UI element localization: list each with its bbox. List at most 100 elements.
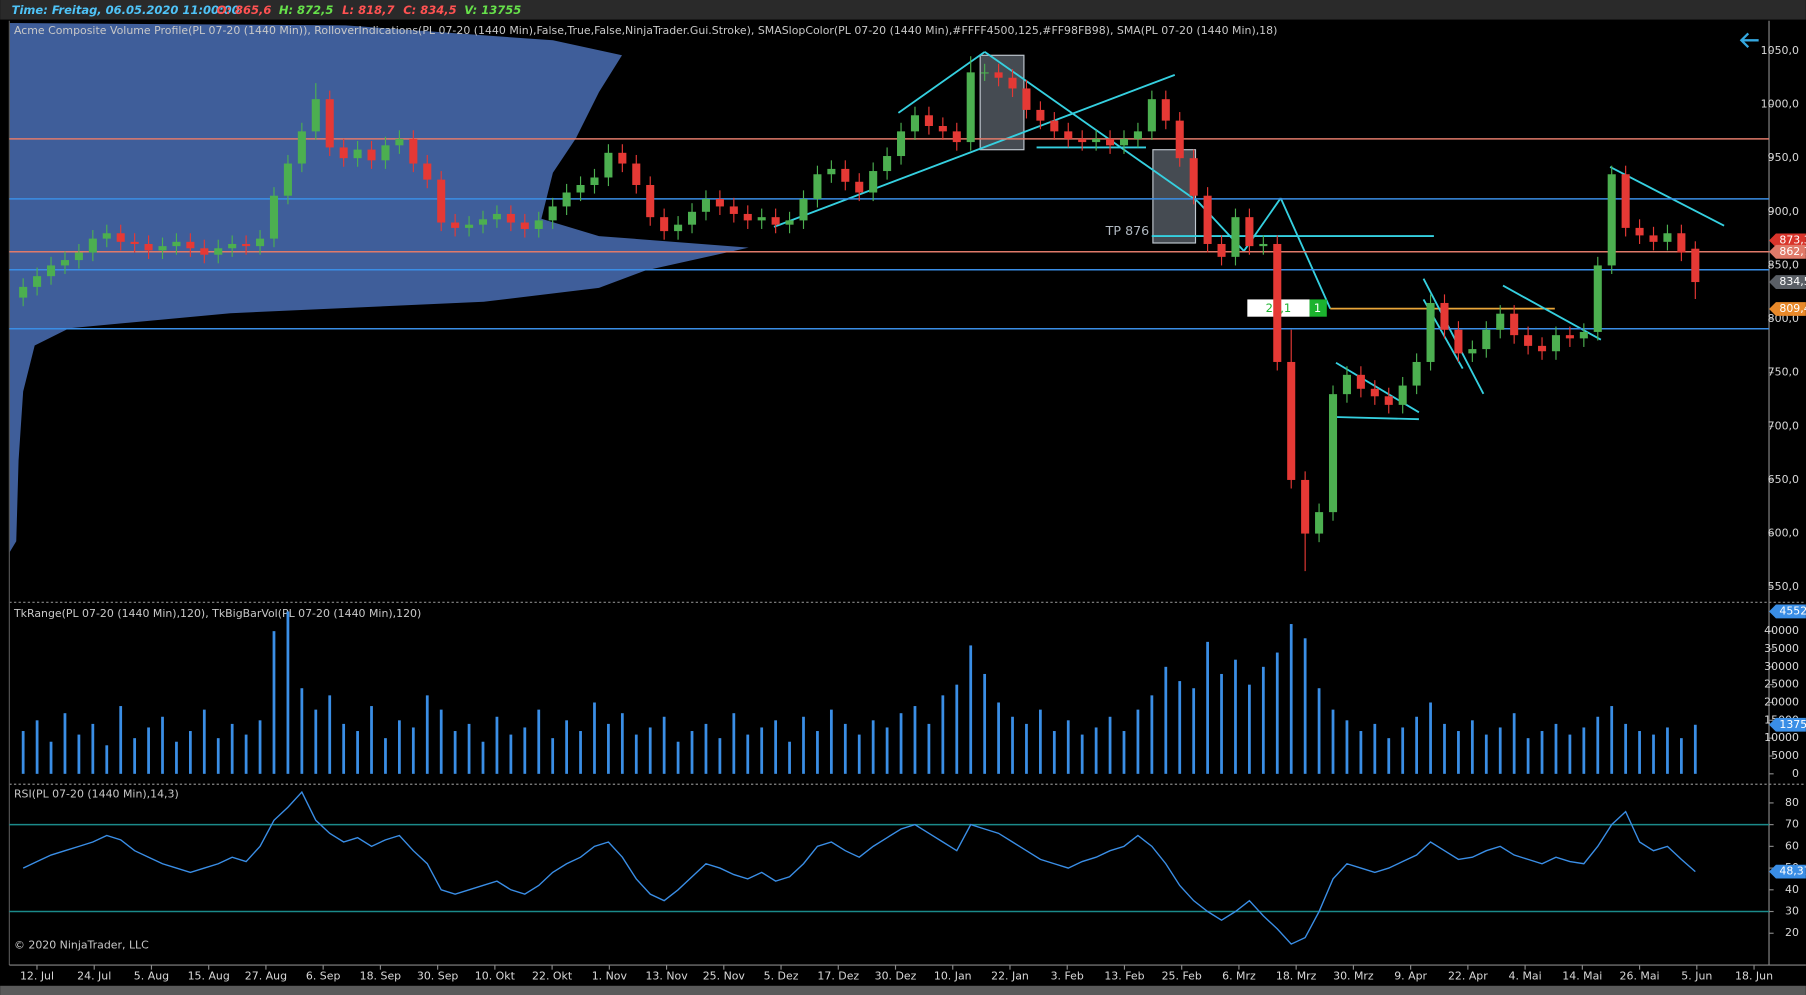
candle-body	[1510, 313, 1519, 336]
volume-bar	[175, 741, 178, 774]
x-tick-label: 30. Mrz	[1333, 970, 1374, 983]
volume-bar	[119, 706, 123, 774]
candle-body	[1635, 227, 1644, 236]
candle-body	[799, 198, 808, 221]
volume-bar	[202, 709, 206, 774]
volume-bar	[425, 695, 429, 774]
price-marker-label: 45520	[1779, 604, 1806, 617]
volume-bar	[1080, 734, 1084, 774]
candle-body	[1328, 394, 1338, 513]
y-tick-label: 40	[1785, 883, 1799, 896]
y-tick-label: 40000	[1764, 624, 1799, 637]
volume-bar	[314, 709, 318, 774]
candle-body	[1440, 302, 1449, 330]
candle-body	[883, 156, 892, 172]
volume-bar	[216, 738, 220, 774]
candle-body	[1524, 335, 1533, 346]
candle-body	[827, 168, 836, 175]
price-marker	[1769, 233, 1806, 248]
volume-bar	[1289, 624, 1293, 774]
candle-body	[1342, 374, 1351, 395]
volume-bar	[453, 731, 457, 774]
candle-body	[88, 238, 97, 253]
candle-body	[1607, 174, 1616, 266]
back-arrow-icon[interactable]	[1739, 32, 1759, 49]
candle-body	[47, 265, 56, 277]
x-tick-label: 27. Aug	[245, 970, 287, 983]
volume-bar	[1526, 738, 1530, 774]
candle-body	[311, 99, 320, 132]
rsi-line	[22, 790, 1696, 945]
panel-title: RSI(PL 07-20 (1440 Min),14,3)	[14, 788, 179, 801]
x-tick-label: 24. Jul	[77, 970, 111, 983]
volume-bar	[1638, 731, 1641, 774]
volume-bar	[188, 731, 192, 774]
volume-bar	[1652, 734, 1655, 774]
volume-bar	[1666, 727, 1669, 774]
x-tick-label: 30. Sep	[417, 970, 459, 983]
volume-bar	[1568, 734, 1572, 774]
candle-body	[924, 115, 933, 126]
price-marker	[1769, 604, 1806, 619]
candle-body	[60, 260, 69, 266]
x-tick-label: 22. Okt	[532, 970, 573, 983]
x-tick-label: 18. Sep	[360, 970, 402, 983]
candle-body	[548, 206, 557, 221]
x-tick-label: 18. Mrz	[1276, 970, 1317, 983]
candle-body	[214, 248, 223, 255]
volume-bar	[690, 731, 694, 774]
volume-text: V: 13755	[464, 3, 521, 17]
candle-body	[144, 243, 153, 251]
x-tick-label: 9. Apr	[1394, 970, 1427, 983]
volume-bar	[732, 713, 736, 774]
candle-body	[841, 168, 850, 182]
price-marker	[1769, 275, 1806, 289]
volume-bar	[1234, 659, 1237, 774]
volume-bar	[857, 734, 861, 774]
candle-body	[102, 233, 111, 239]
volume-bar	[1470, 720, 1474, 774]
candle-body	[1287, 361, 1296, 480]
volume-bar	[342, 723, 346, 774]
volume-bar	[816, 731, 819, 774]
candle-body	[1412, 361, 1421, 386]
x-tick-label: 12. Jul	[20, 970, 54, 983]
volume-bar	[523, 727, 527, 774]
volume-bar	[328, 695, 332, 774]
candle-body	[395, 138, 404, 146]
volume-bar	[105, 745, 109, 774]
volume-bar	[1303, 638, 1307, 774]
high-text: H: 872,5	[279, 3, 334, 17]
x-tick-label: 3. Feb	[1051, 970, 1084, 983]
volume-bar	[49, 741, 53, 774]
volume-bar	[1178, 681, 1182, 774]
volume-bar	[607, 723, 610, 774]
candle-body	[869, 171, 878, 193]
volume-bar	[258, 720, 262, 774]
x-tick-label: 1. Nov	[592, 970, 628, 983]
x-tick-label: 13. Nov	[645, 970, 688, 983]
candle-body	[283, 163, 292, 196]
candle-body	[228, 243, 237, 249]
x-tick-label: 4. Mai	[1509, 970, 1542, 983]
volume-bar	[676, 741, 680, 774]
x-tick-label: 10. Jan	[934, 970, 972, 983]
x-tick-label: 10. Okt	[475, 970, 516, 983]
y-tick-label: 5000	[1771, 749, 1799, 762]
volume-bar	[718, 738, 722, 774]
price-marker	[1769, 302, 1806, 316]
candle-body	[910, 115, 920, 132]
volume-bar	[1317, 688, 1321, 774]
volume-bar	[871, 720, 875, 774]
volume-bar	[63, 713, 67, 774]
volume-bar	[1011, 716, 1014, 774]
volume-bar	[1387, 738, 1391, 774]
volume-bar	[704, 723, 708, 774]
candle-body	[437, 179, 446, 223]
y-tick-label: 850,0	[1768, 258, 1799, 271]
candle-body	[1119, 138, 1129, 146]
volume-bar	[35, 720, 39, 774]
open-text: O: 865,6	[217, 3, 272, 17]
candle-body	[492, 213, 501, 220]
